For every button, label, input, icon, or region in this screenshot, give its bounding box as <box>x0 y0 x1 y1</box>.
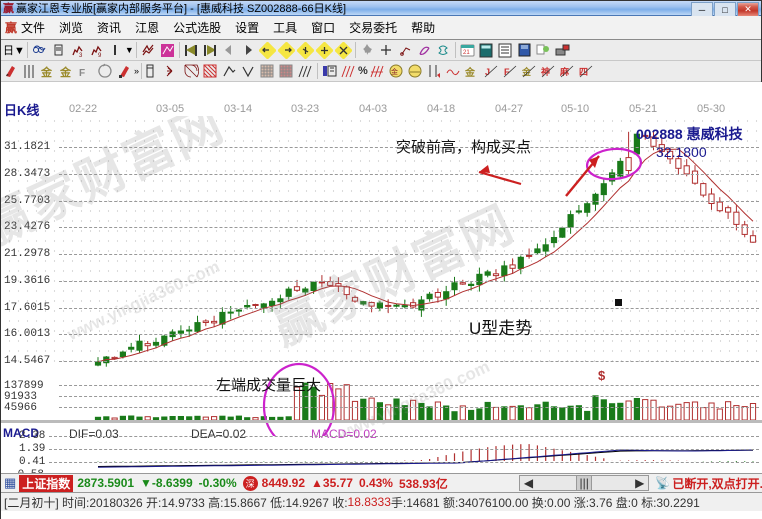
svg-text:四: 四 <box>579 67 588 77</box>
svg-text:神: 神 <box>541 66 550 77</box>
svg-text:金: 金 <box>521 66 532 77</box>
svg-text:金: 金 <box>464 66 476 79</box>
svg-text:9: 9 <box>98 53 102 59</box>
svg-text:金: 金 <box>391 67 398 76</box>
svg-text:21: 21 <box>463 50 470 56</box>
svg-text:J: J <box>485 67 490 77</box>
svg-text:麻: 麻 <box>559 66 570 77</box>
svg-text:F: F <box>79 68 85 79</box>
svg-text:3: 3 <box>79 53 83 59</box>
svg-text:金: 金 <box>40 65 53 79</box>
svg-text:金: 金 <box>59 65 72 79</box>
